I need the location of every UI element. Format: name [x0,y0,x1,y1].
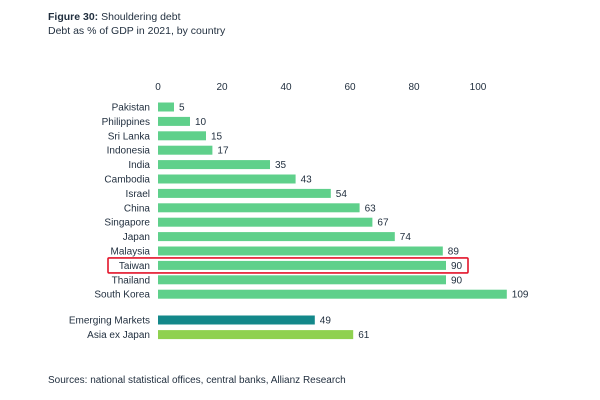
bar [158,217,373,227]
value-label: 74 [400,232,412,243]
bar [158,260,446,270]
x-tick-label: 60 [344,82,356,93]
value-label: 61 [358,330,370,341]
value-label: 35 [275,160,287,171]
figure-title: Figure 30: Shouldering debt [48,10,225,24]
bar [158,246,443,256]
category-label: Taiwan [119,261,150,272]
figure-label: Figure 30: [48,11,99,23]
category-label: Emerging Markets [69,316,150,327]
x-tick-label: 80 [408,82,420,93]
value-label: 109 [512,290,529,301]
value-label: 49 [320,316,332,327]
category-label: Sri Lanka [108,131,151,142]
x-tick-label: 40 [280,82,292,93]
highlight-box [107,257,469,274]
bar [158,145,213,155]
bar [158,232,395,242]
x-tick-label: 20 [216,82,228,93]
category-label: Indonesia [107,146,151,157]
bar [158,275,446,285]
value-label: 43 [301,175,313,186]
category-label: China [124,203,151,214]
bar [158,315,315,325]
category-label: Malaysia [111,247,151,258]
bar [158,330,354,340]
category-label: Philippines [102,117,150,128]
value-label: 67 [377,218,389,229]
bar [158,131,206,141]
value-label: 10 [195,117,207,128]
category-label: Pakistan [112,103,150,114]
figure-title-text: Shouldering debt [101,11,181,23]
source-note: Sources: national statistical offices, c… [48,375,346,386]
category-label: India [128,160,150,171]
value-label: 54 [336,189,348,200]
category-label: Singapore [104,218,150,229]
value-label: 90 [451,261,463,272]
category-label: Israel [126,189,150,200]
category-label: Cambodia [104,175,150,186]
value-label: 15 [211,131,223,142]
value-label: 5 [179,103,185,114]
bar [158,289,507,299]
value-label: 17 [217,146,229,157]
x-tick-label: 0 [155,82,161,93]
bar [158,188,331,198]
category-label: Thailand [112,275,150,286]
category-label: South Korea [94,290,150,301]
bar [158,203,360,213]
bar [158,174,296,184]
bar [158,102,174,112]
value-label: 63 [365,203,377,214]
value-label: 89 [448,247,460,258]
figure-subtitle: Debt as % of GDP in 2021, by country [48,25,226,37]
value-label: 90 [451,275,463,286]
bar [158,160,270,170]
category-label: Japan [123,232,150,243]
bar [158,116,190,126]
chart-header: Figure 30: Shouldering debt Debt as % of… [48,10,225,38]
category-label: Asia ex Japan [87,330,150,341]
x-tick-label: 100 [470,82,487,93]
